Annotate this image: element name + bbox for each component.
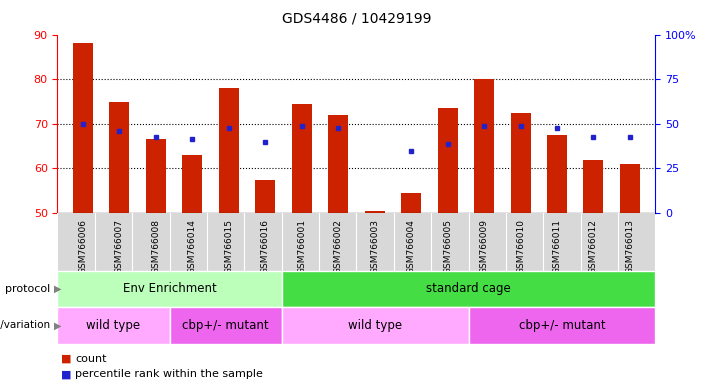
Text: GSM766015: GSM766015 [224,219,233,274]
Text: GSM766009: GSM766009 [479,219,489,274]
Text: GSM766005: GSM766005 [443,219,452,274]
Text: protocol: protocol [5,284,50,294]
Bar [328,115,348,213]
Bar [219,88,239,213]
Text: cbp+/- mutant: cbp+/- mutant [519,319,606,332]
Bar [468,307,655,344]
Text: count: count [75,354,107,364]
Text: GSM766012: GSM766012 [589,219,598,274]
Bar [292,104,312,213]
Bar [182,155,203,213]
Text: GSM766011: GSM766011 [552,219,562,274]
Text: GSM766002: GSM766002 [334,219,343,274]
Bar [57,213,655,271]
Bar [547,135,567,213]
Bar [73,43,93,213]
Bar [474,79,494,213]
Bar [437,108,458,213]
Bar [282,307,468,344]
Text: standard cage: standard cage [426,283,511,295]
Text: GSM766003: GSM766003 [370,219,379,274]
Bar [57,307,170,344]
Text: percentile rank within the sample: percentile rank within the sample [75,369,263,379]
Bar [146,139,166,213]
Bar [57,271,282,307]
Bar [365,211,385,213]
Text: GSM766016: GSM766016 [261,219,270,274]
Text: GSM766007: GSM766007 [115,219,124,274]
Text: GSM766013: GSM766013 [625,219,634,274]
Bar [583,160,604,213]
Text: wild type: wild type [86,319,141,332]
Bar [255,180,275,213]
Text: GSM766006: GSM766006 [79,219,88,274]
Text: genotype/variation: genotype/variation [0,320,50,331]
Bar [510,113,531,213]
Bar [109,101,130,213]
Bar [282,271,655,307]
Text: GSM766010: GSM766010 [516,219,525,274]
Text: wild type: wild type [348,319,402,332]
Bar [170,307,282,344]
Text: cbp+/- mutant: cbp+/- mutant [182,319,269,332]
Text: Env Enrichment: Env Enrichment [123,283,217,295]
Text: ▶: ▶ [54,320,62,331]
Text: ■: ■ [61,354,72,364]
Text: GSM766014: GSM766014 [188,219,197,274]
Text: GDS4486 / 10429199: GDS4486 / 10429199 [282,12,431,25]
Text: ▶: ▶ [54,284,62,294]
Bar [401,193,421,213]
Bar [620,164,640,213]
Text: GSM766001: GSM766001 [297,219,306,274]
Text: GSM766008: GSM766008 [151,219,161,274]
Text: ■: ■ [61,369,72,379]
Text: GSM766004: GSM766004 [407,219,416,274]
